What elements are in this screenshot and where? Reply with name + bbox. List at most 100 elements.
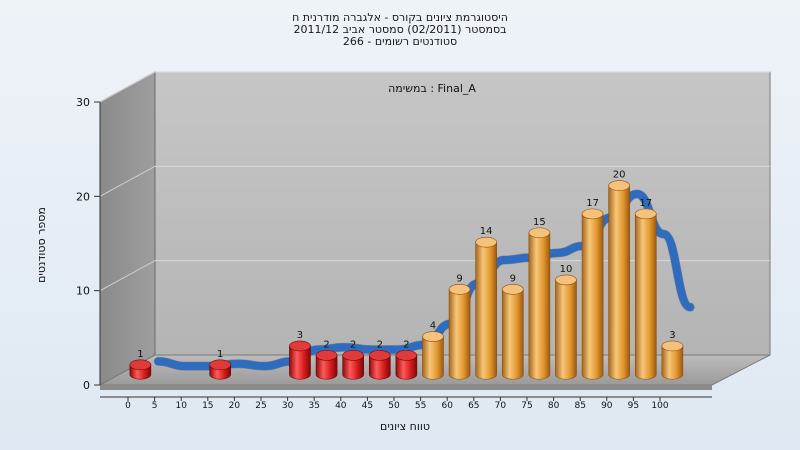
bar-body-8 (342, 355, 364, 380)
bar-16: 10 (555, 264, 577, 380)
bar-value-label-19: 17 (639, 198, 652, 209)
bar-value-label-14: 9 (510, 273, 516, 284)
bar-value-label-8: 2 (350, 339, 356, 350)
bar-cap-7 (315, 350, 338, 361)
bar-0: 1 (129, 349, 152, 380)
bars: 1 1 3 2 2 2 2 4 9 14 9 15 10 17 20 17 3 (129, 170, 684, 380)
bar-value-label-18: 20 (613, 170, 626, 181)
bar-value-label-12: 9 (456, 273, 462, 284)
x-tick-label-13: 65 (468, 401, 479, 411)
bar-13: 14 (475, 226, 497, 380)
bar-body-14 (501, 289, 524, 380)
bar-cap-9 (368, 350, 391, 361)
x-tick-label-6: 30 (282, 401, 294, 411)
chart-title: היסטוגרמת ציונים בקורס - אלגברה מודרנית … (292, 11, 508, 24)
y-tick-label-0: 0 (83, 379, 90, 392)
bar-body-13 (475, 241, 497, 380)
bar-value-label-11: 4 (430, 321, 436, 332)
y-tick-label-1: 10 (76, 285, 90, 298)
chart-semester: בסמסטר (02/2011) סמסטר אביב 2011/12 (293, 23, 507, 36)
bar-17: 17 (581, 198, 604, 380)
bar-18: 20 (608, 170, 630, 380)
y-tick-label-2: 20 (76, 190, 90, 203)
bar-cap-12 (448, 284, 471, 295)
bar-cap-17 (581, 208, 604, 220)
x-tick-label-16: 80 (548, 401, 560, 411)
bar-body-19 (634, 213, 657, 380)
bar-value-label-9: 2 (377, 339, 383, 350)
x-tick-label-8: 40 (335, 401, 347, 411)
bar-body-18 (608, 185, 630, 380)
x-tick-label-0: 0 (125, 401, 131, 411)
bar-cap-16 (555, 274, 577, 286)
bar-cap-13 (475, 236, 497, 248)
x-tick-label-9: 45 (362, 401, 373, 411)
gridlines (99, 71, 770, 292)
bar-body-11 (422, 336, 444, 380)
bar-15: 15 (528, 217, 551, 380)
bar-11: 4 (422, 321, 444, 380)
bar-value-label-7: 2 (323, 339, 329, 350)
bar-3: 1 (209, 349, 231, 380)
x-tick-label-15: 75 (521, 401, 532, 411)
bar-value-label-10: 2 (403, 339, 409, 350)
bar-value-label-20: 3 (669, 330, 675, 341)
bar-8: 2 (342, 339, 364, 380)
x-tick-label-19: 95 (628, 401, 639, 411)
x-tick-label-5: 25 (255, 401, 266, 411)
bar-19: 17 (634, 198, 657, 380)
x-tick-label-20: 100 (651, 401, 668, 411)
x-tick-label-1: 5 (152, 401, 158, 411)
gridline-side-1 (99, 260, 156, 292)
bar-body-16 (555, 279, 577, 380)
bar-body-9 (368, 355, 391, 380)
bar-value-label-16: 10 (560, 264, 573, 275)
bar-7: 2 (315, 339, 338, 380)
bar-6: 3 (289, 330, 311, 380)
bar-14: 9 (501, 273, 524, 380)
y-tick-label-3: 30 (76, 96, 90, 109)
x-tick-label-14: 70 (495, 401, 507, 411)
bar-value-label-15: 15 (533, 217, 546, 228)
bar-body-10 (395, 355, 418, 380)
bar-value-label-6: 3 (297, 330, 303, 341)
bar-cap-18 (608, 180, 630, 191)
x-tick-label-7: 35 (308, 401, 319, 411)
bar-9: 2 (368, 339, 391, 380)
bar-cap-0 (129, 359, 152, 371)
bar-cap-11 (422, 331, 444, 342)
y-axis-title: מספר סטודנטים (35, 207, 48, 283)
bar-cap-14 (501, 284, 524, 295)
bar-body-20 (661, 345, 684, 380)
chart-registered-count: סטודנטים רשומים - 266 (342, 35, 458, 48)
x-tick-label-12: 60 (441, 401, 453, 411)
bar-value-label-17: 17 (586, 198, 599, 209)
bar-body-12 (448, 289, 471, 380)
chart-header: היסטוגרמת ציונים בקורס - אלגברה מודרנית … (0, 12, 800, 48)
floor-front-edge (100, 385, 712, 390)
bar-cap-15 (528, 227, 551, 239)
bar-body-7 (315, 355, 338, 380)
task-label: במשימה : Final_A (388, 82, 476, 95)
x-tick-label-17: 85 (574, 401, 585, 411)
bar-12: 9 (448, 273, 471, 380)
x-tick-label-2: 10 (175, 401, 187, 411)
axes: 0 10 20 30 0 5 10 15 20 25 30 35 40 45 50 55 60 65 70 75 80 8… (76, 96, 712, 411)
x-tick-label-10: 50 (388, 401, 400, 411)
bar-cap-3 (209, 359, 231, 371)
x-tick-label-18: 90 (601, 401, 613, 411)
bar-cap-20 (661, 340, 684, 352)
x-tick-label-11: 55 (415, 401, 426, 411)
bar-cap-10 (395, 350, 418, 361)
left-wall (99, 71, 156, 386)
bar-value-label-0: 1 (137, 349, 143, 360)
bar-cap-19 (634, 208, 657, 220)
x-tick-label-4: 20 (229, 401, 241, 411)
bar-value-label-13: 14 (480, 226, 493, 237)
bar-body-6 (289, 345, 311, 380)
x-tick-label-3: 15 (202, 401, 213, 411)
bar-body-15 (528, 232, 551, 380)
gridline-side-3 (99, 71, 156, 103)
